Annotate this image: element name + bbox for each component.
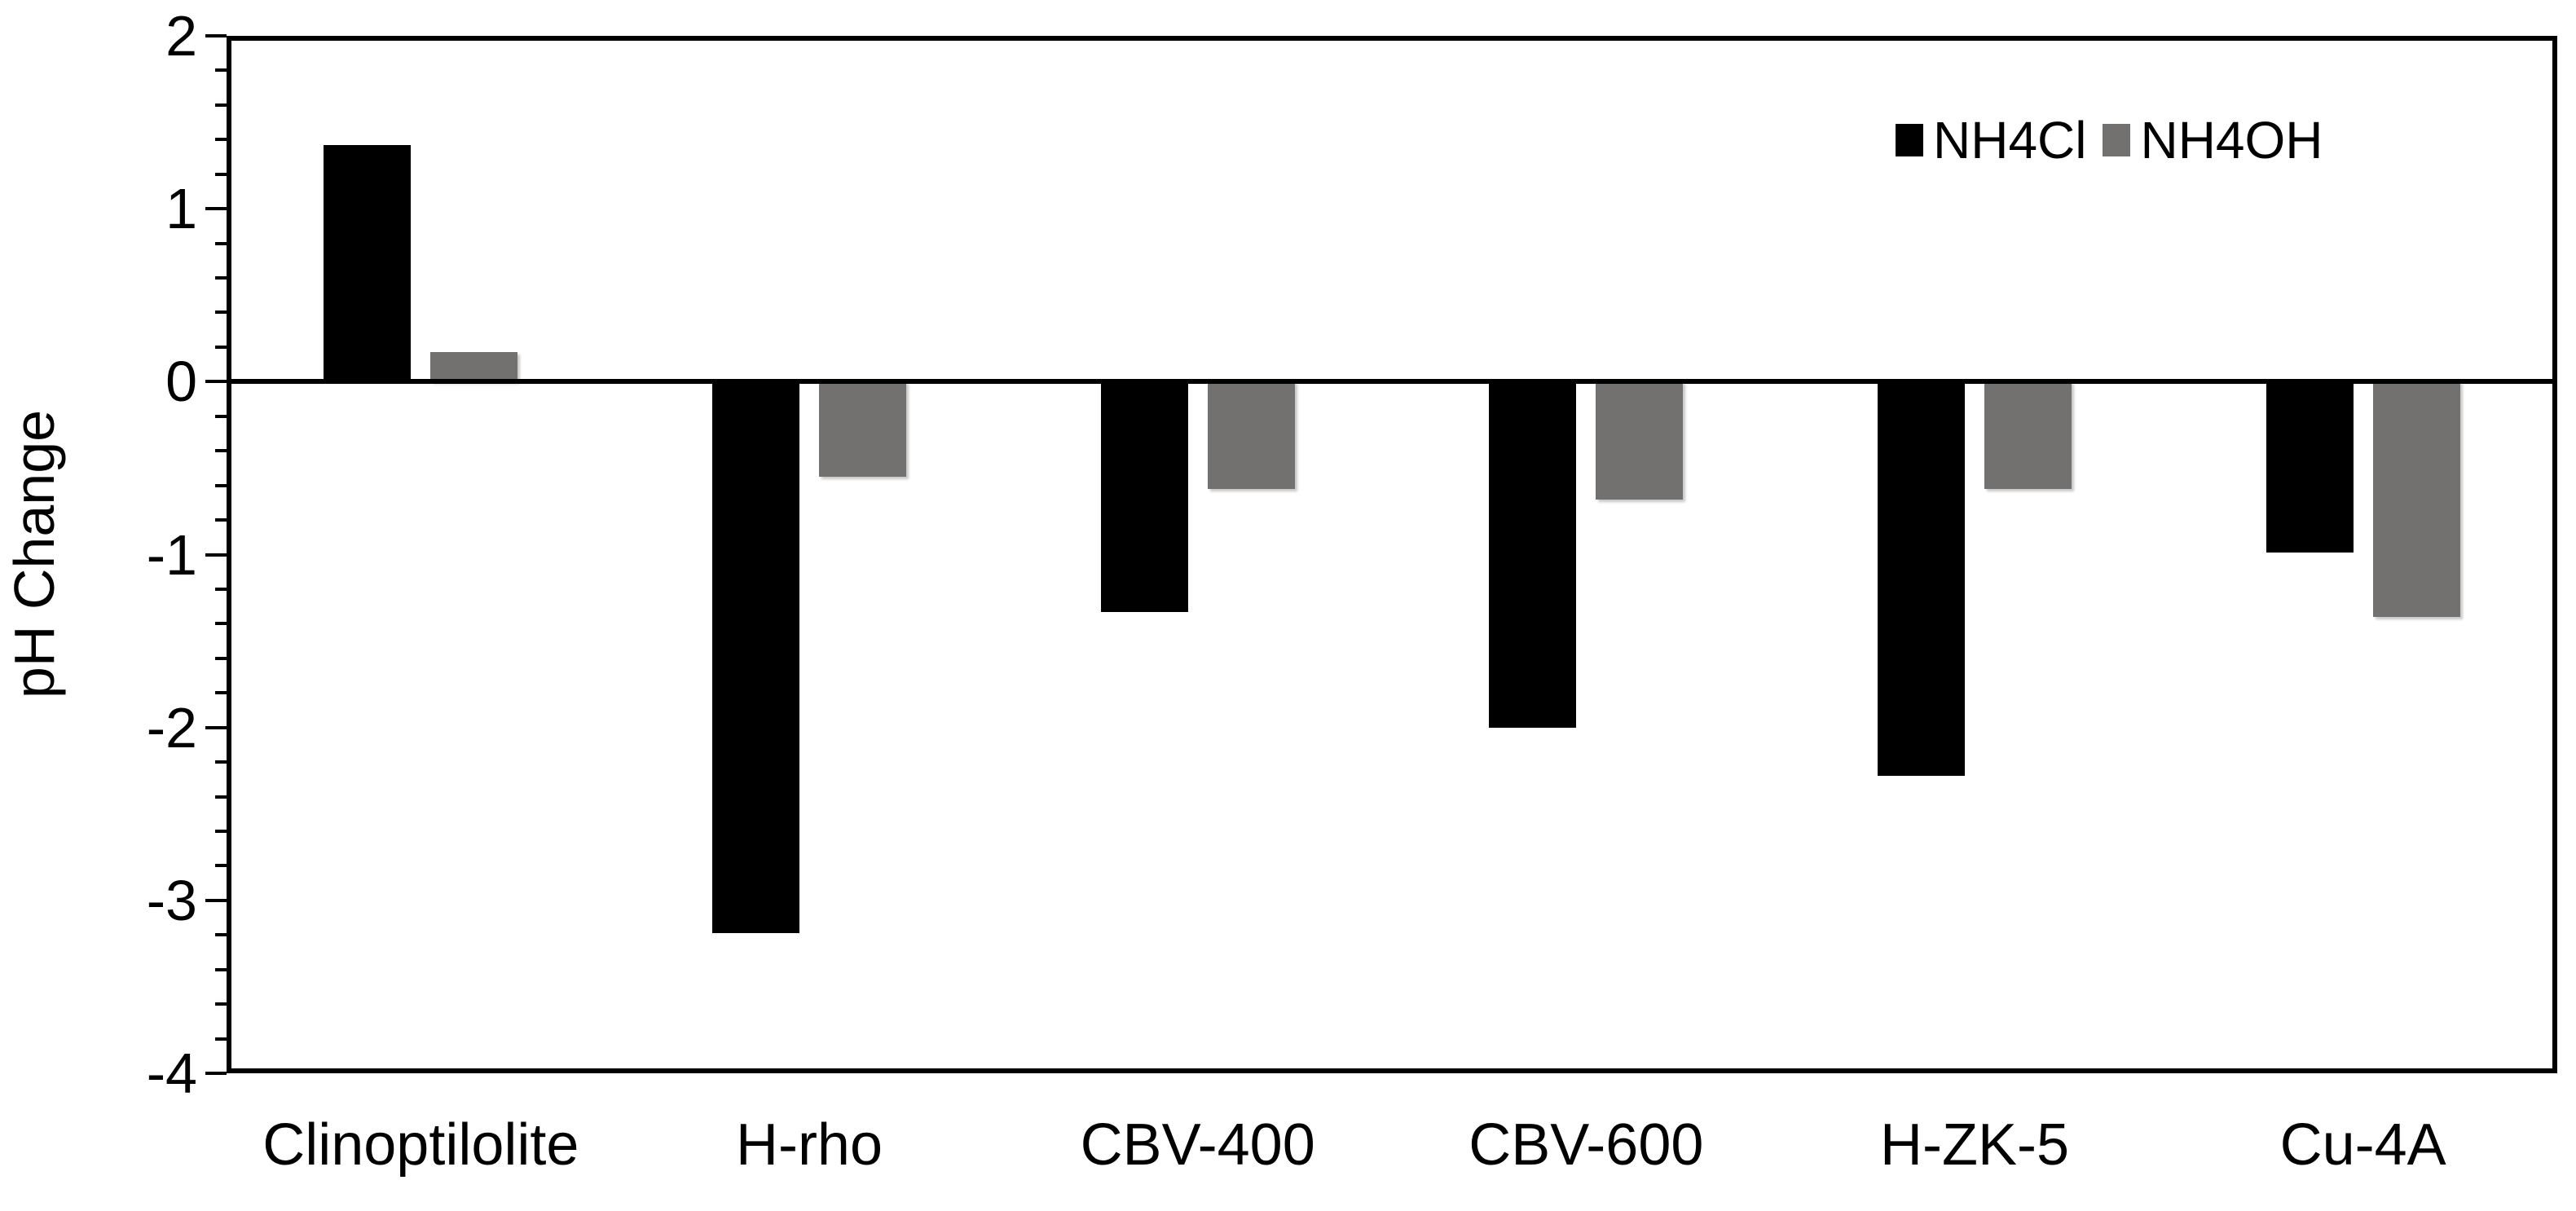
x-category-label-cu-4a: Cu-4A	[2279, 1112, 2446, 1178]
y-axis-major-tick	[205, 553, 227, 557]
y-axis-major-tick	[205, 1072, 227, 1075]
legend-label-nh4oh: NH4OH	[2140, 111, 2323, 170]
bar-nh4oh-cbv-400	[1207, 381, 1295, 489]
y-axis-minor-tick	[215, 414, 227, 418]
y-axis-minor-tick	[215, 68, 227, 73]
legend: NH4Cl NH4OH	[1896, 114, 2323, 166]
bar-nh4oh-cu-4a	[2372, 381, 2460, 617]
y-axis-minor-tick	[215, 241, 227, 245]
y-axis-minor-tick	[215, 760, 227, 764]
bar-nh4cl-h-zk-5	[1878, 381, 1965, 777]
y-axis-minor-tick	[215, 518, 227, 522]
y-axis-minor-tick	[215, 172, 227, 176]
y-axis-minor-tick	[215, 276, 227, 280]
y-tick-label--4: -4	[146, 1041, 197, 1105]
y-axis-major-tick	[205, 207, 227, 211]
y-axis-minor-tick	[215, 933, 227, 937]
y-tick-label-0: 0	[165, 350, 197, 414]
legend-item-nh4oh: NH4OH	[2103, 114, 2323, 166]
nh4cl-series-swatch-icon	[1896, 124, 1923, 156]
y-axis-minor-tick	[215, 138, 227, 142]
y-axis-major-tick	[205, 380, 227, 384]
x-category-label-h-zk-5: H-ZK-5	[1880, 1112, 2069, 1178]
y-axis-minor-tick	[215, 1037, 227, 1041]
y-axis-minor-tick	[215, 622, 227, 626]
nh4oh-series-swatch-icon	[2103, 124, 2131, 156]
x-category-label-cbv-600: CBV-600	[1469, 1112, 1704, 1178]
bar-nh4oh-h-rho	[819, 381, 906, 478]
y-tick-label-2: 2	[165, 4, 197, 68]
y-axis-title: pH Change	[2, 409, 66, 699]
bar-nh4oh-cbv-600	[1596, 381, 1684, 500]
legend-item-nh4cl: NH4Cl	[1896, 114, 2086, 166]
y-tick-label-1: 1	[165, 177, 197, 241]
y-axis-minor-tick	[215, 967, 227, 971]
zero-axis-line	[227, 379, 2557, 385]
bar-nh4cl-cbv-400	[1100, 381, 1188, 612]
legend-label-nh4cl: NH4Cl	[1933, 111, 2087, 170]
x-category-label-clinoptilolite: Clinoptilolite	[262, 1112, 579, 1178]
y-axis-minor-tick	[215, 310, 227, 315]
bar-nh4cl-clinoptilolite	[324, 144, 412, 382]
bar-nh4cl-h-rho	[712, 381, 799, 934]
y-axis-minor-tick	[215, 691, 227, 695]
y-axis-minor-tick	[215, 656, 227, 660]
y-axis-minor-tick	[215, 103, 227, 107]
y-tick-label--3: -3	[146, 868, 197, 932]
y-axis-minor-tick	[215, 483, 227, 487]
x-category-label-h-rho: H-rho	[735, 1112, 883, 1178]
y-axis-major-tick	[205, 898, 227, 902]
y-tick-label--1: -1	[146, 522, 197, 587]
y-axis-major-tick	[205, 34, 227, 37]
y-axis-minor-tick	[215, 864, 227, 868]
y-axis-minor-tick	[215, 1002, 227, 1006]
y-axis-minor-tick	[215, 829, 227, 833]
y-axis-minor-tick	[215, 587, 227, 591]
plot-area	[227, 36, 2557, 1073]
y-axis-major-tick	[205, 725, 227, 729]
y-axis-minor-tick	[215, 345, 227, 349]
bar-nh4cl-cbv-600	[1489, 381, 1577, 728]
bar-nh4cl-cu-4a	[2266, 381, 2354, 553]
bar-nh4oh-h-zk-5	[1984, 381, 2072, 489]
x-category-label-cbv-400: CBV-400	[1080, 1112, 1315, 1178]
bar-nh4oh-clinoptilolite	[430, 352, 518, 382]
y-tick-label--2: -2	[146, 695, 197, 760]
y-axis-minor-tick	[215, 795, 227, 799]
y-axis-minor-tick	[215, 449, 227, 453]
